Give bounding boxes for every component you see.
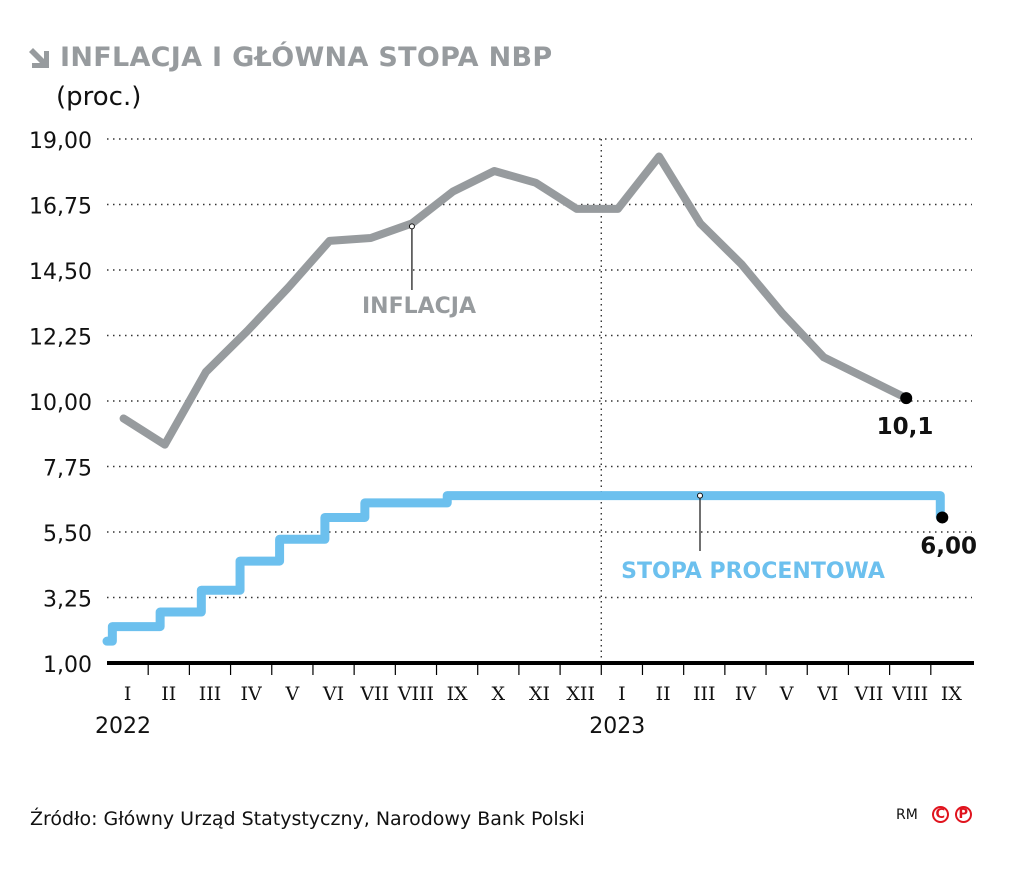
x-tick-label: XI bbox=[529, 683, 550, 705]
rate-series-line bbox=[102, 491, 945, 646]
y-tick-label: 19,00 bbox=[29, 129, 92, 154]
year-label: 2023 bbox=[589, 714, 645, 739]
inflation-series-label: INFLACJA bbox=[362, 294, 476, 319]
inflation-leader-dot bbox=[408, 223, 415, 230]
phonogram-icon: P bbox=[954, 806, 972, 823]
x-tick-label: VII bbox=[854, 683, 884, 705]
inflation-series-line bbox=[119, 152, 911, 449]
chart-title: INFLACJA I GŁÓWNA STOPA NBP bbox=[26, 42, 552, 73]
x-tick-label: IX bbox=[941, 683, 963, 705]
x-tick-label: III bbox=[199, 683, 222, 705]
y-tick-label: 5,50 bbox=[43, 522, 92, 547]
y-tick-label: 12,25 bbox=[29, 326, 92, 351]
y-tick-label: 10,00 bbox=[29, 391, 92, 416]
x-tick-label: II bbox=[656, 683, 671, 705]
x-tick-label: V bbox=[284, 683, 299, 705]
credit: RM C P bbox=[896, 806, 972, 823]
source-note: Źródło: Główny Urząd Statystyczny, Narod… bbox=[30, 808, 585, 830]
inflation-end-point bbox=[900, 392, 913, 405]
rate-end-point bbox=[936, 511, 949, 524]
x-tick-label: VII bbox=[359, 683, 389, 705]
arrow-down-right-icon bbox=[29, 47, 49, 68]
x-tick-label: VI bbox=[322, 683, 344, 705]
author-initials: RM bbox=[896, 806, 918, 823]
x-tick-label: IX bbox=[447, 683, 469, 705]
y-tick-label: 3,25 bbox=[43, 588, 92, 613]
x-tick-label: VI bbox=[816, 683, 838, 705]
x-tick-label: XII bbox=[566, 683, 595, 705]
x-tick-label: V bbox=[779, 683, 794, 705]
unit-label: (proc.) bbox=[56, 82, 142, 112]
x-tick-label: VIII bbox=[891, 683, 928, 705]
x-tick-label: VIII bbox=[397, 683, 434, 705]
y-tick-label: 14,50 bbox=[29, 260, 92, 285]
x-tick-label: IV bbox=[241, 683, 263, 705]
rate-end-label: 6,00 bbox=[920, 533, 977, 559]
title-text: INFLACJA I GŁÓWNA STOPA NBP bbox=[60, 42, 553, 73]
rate-series-label: STOPA PROCENTOWA bbox=[621, 559, 885, 584]
x-tick-label: I bbox=[618, 683, 626, 705]
x-tick-label: I bbox=[124, 683, 132, 705]
y-tick-label: 1,00 bbox=[43, 653, 92, 678]
inflation-end-label: 10,1 bbox=[877, 414, 934, 440]
x-tick-label: X bbox=[492, 683, 506, 705]
x-tick-label: IV bbox=[735, 683, 757, 705]
copyright-icon: C bbox=[931, 806, 949, 823]
y-tick-label: 16,75 bbox=[29, 195, 92, 220]
y-tick-label: 7,75 bbox=[43, 457, 92, 482]
rate-leader-dot bbox=[697, 492, 703, 499]
x-tick-label: III bbox=[693, 683, 716, 705]
year-label: 2022 bbox=[95, 714, 151, 739]
x-tick-label: II bbox=[161, 683, 176, 705]
